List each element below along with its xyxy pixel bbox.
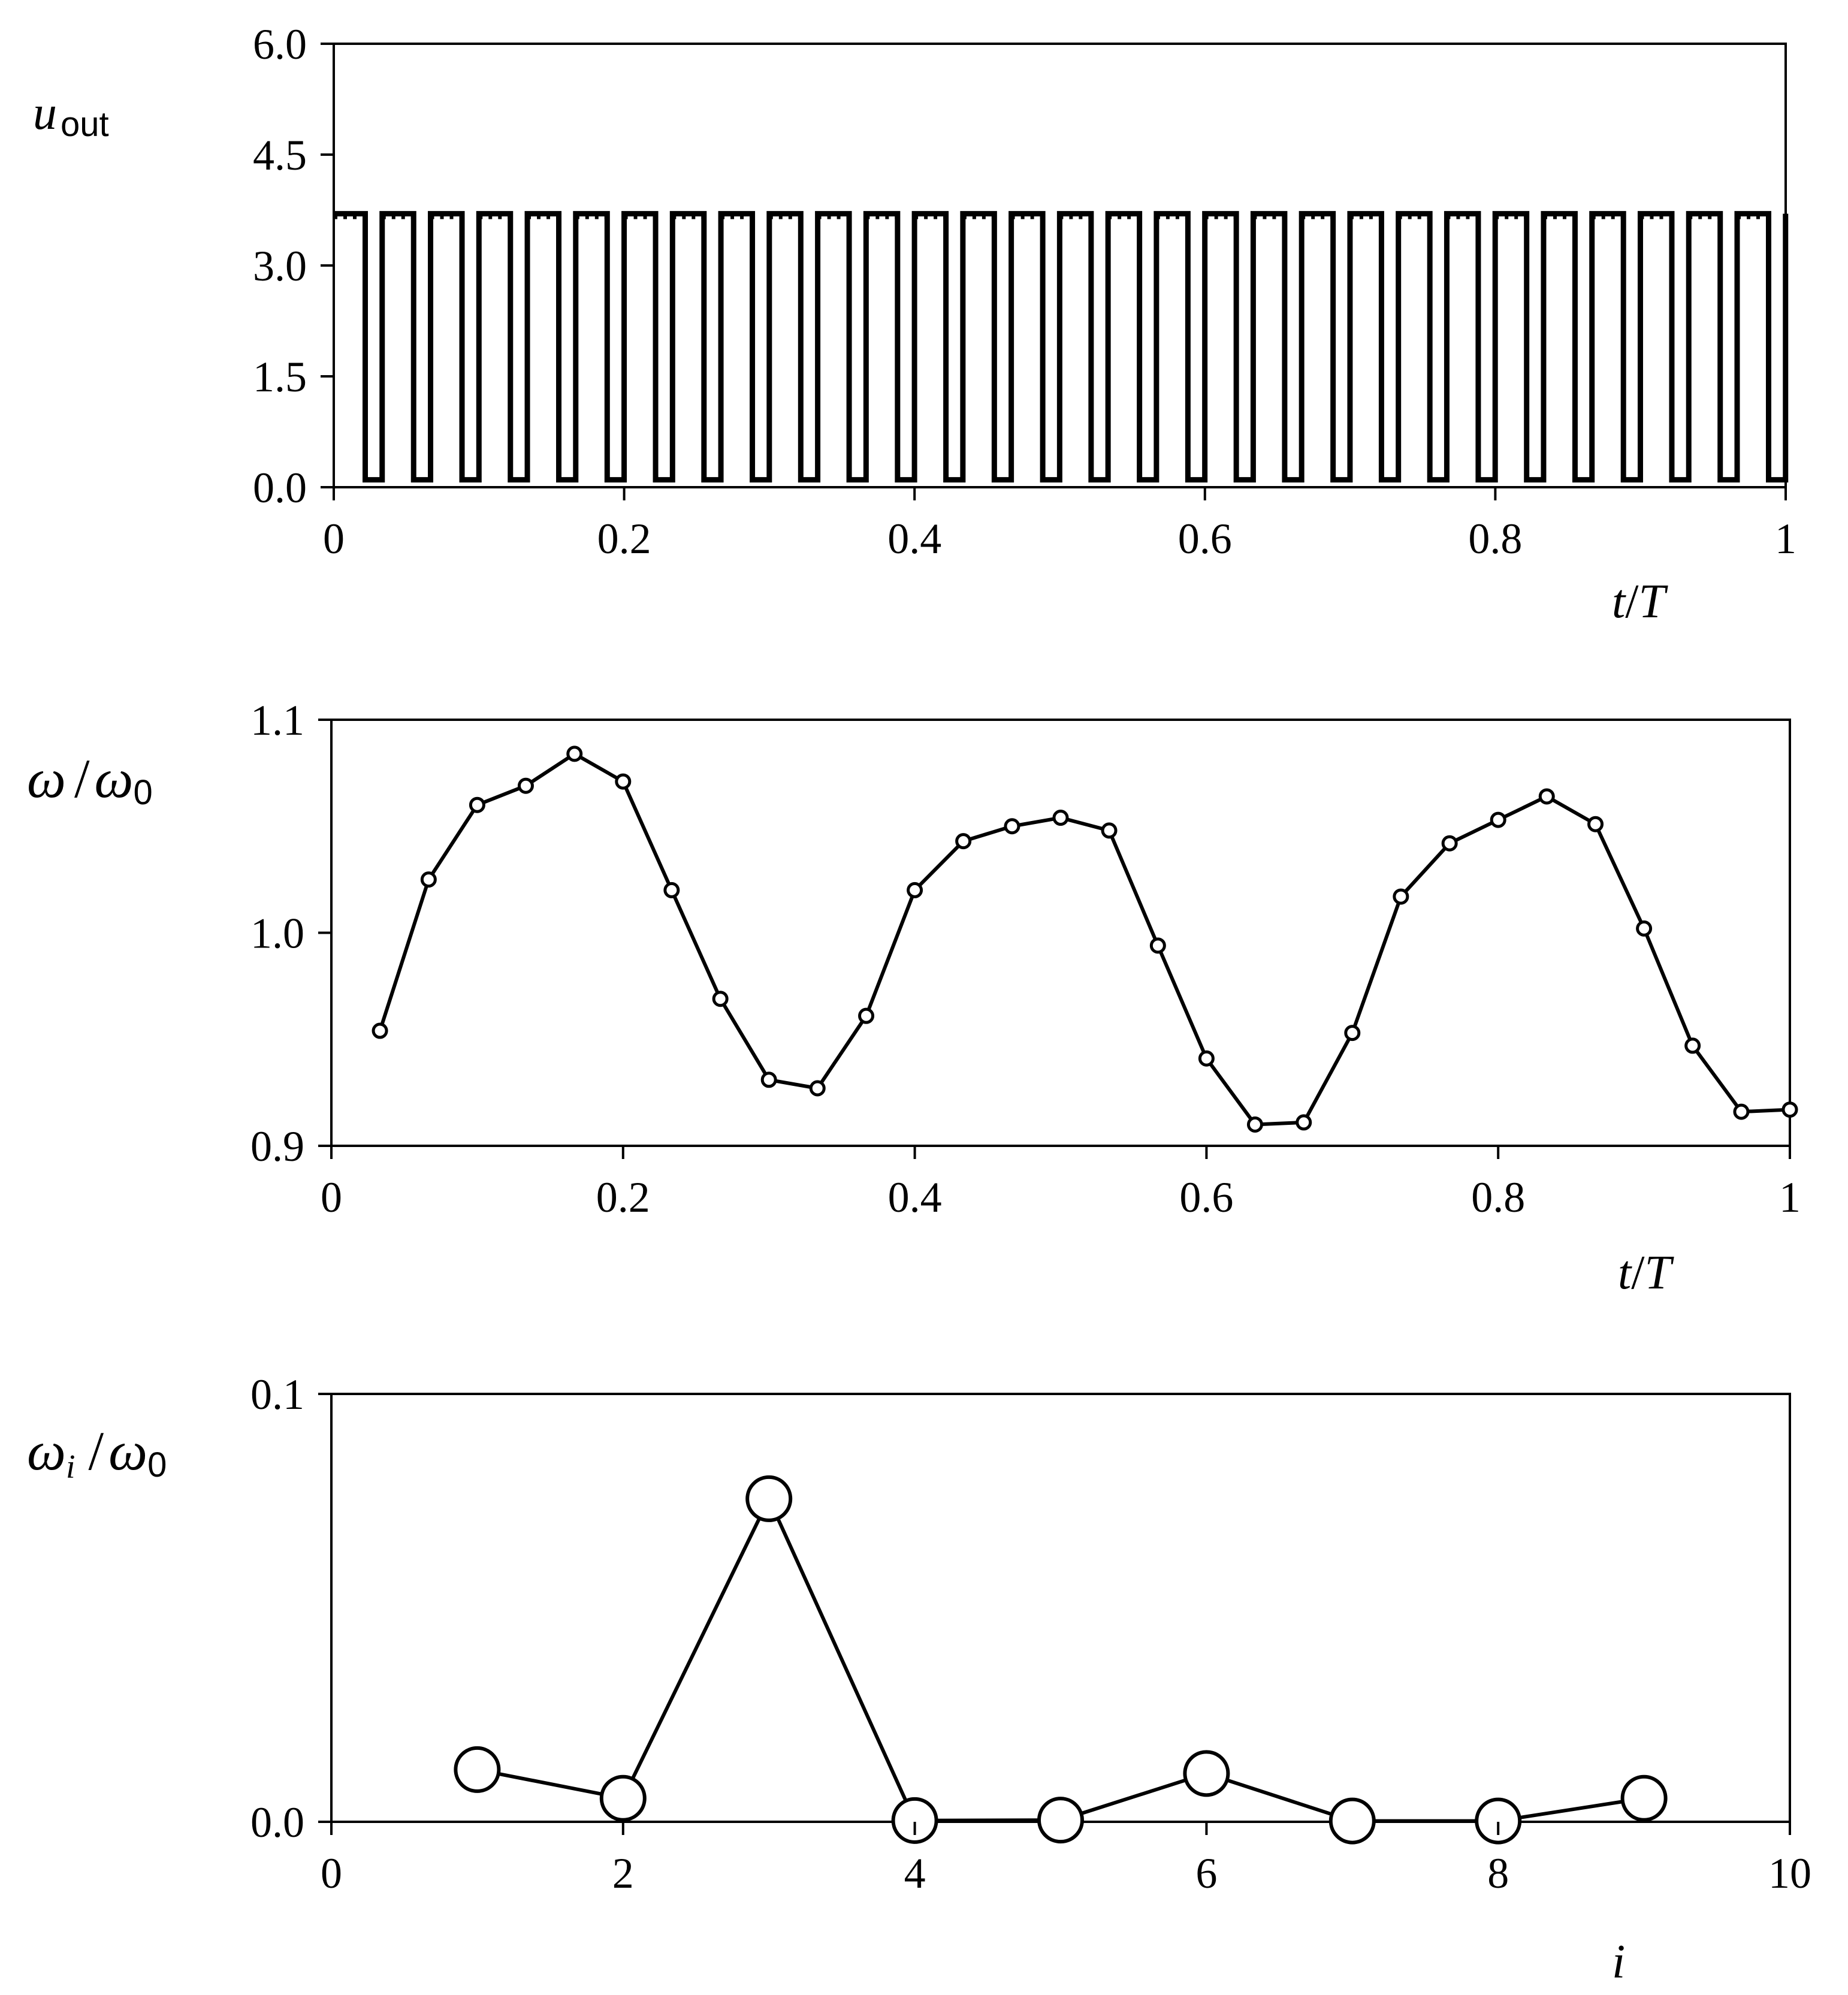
- series-line: [476, 1496, 1645, 1823]
- x-tick-label: 10: [1768, 1849, 1811, 1897]
- data-point: [745, 1475, 793, 1522]
- panel-harmonics: 0 2 4 6 8 10 0.0 0.1 ωi/ω0 i: [27, 1371, 1811, 1988]
- x-tick-label: 1: [1775, 515, 1796, 563]
- x-ticks-frequency: 0 0.2 0.4 0.6 0.8 1: [321, 1146, 1801, 1221]
- y-tick-label: 0.9: [250, 1122, 304, 1170]
- y-tick-label: 0.0: [253, 464, 307, 512]
- data-point: [615, 773, 632, 790]
- data-point: [517, 777, 534, 794]
- data-point: [420, 871, 437, 888]
- x-ticks-voltage: 0 0.2 0.4 0.6 0.8 1: [323, 487, 1796, 563]
- data-point: [1183, 1750, 1230, 1797]
- x-tick-label: 0.6: [1179, 1173, 1233, 1221]
- data-point: [1296, 1114, 1312, 1131]
- data-point: [372, 1022, 388, 1039]
- y-axis-label-frequency: ω/ω0: [27, 748, 153, 812]
- x-tick-label: 1: [1779, 1173, 1801, 1221]
- data-point: [1684, 1037, 1701, 1054]
- y-ticks-voltage: 0.0 1.5 3.0 4.5 6.0: [253, 20, 334, 512]
- x-axis-label-voltage: t/T: [1612, 575, 1668, 628]
- series-harmonics: [454, 1475, 1668, 1845]
- x-tick-label: 0.8: [1468, 515, 1522, 563]
- data-point: [1004, 818, 1020, 835]
- y-ticks-frequency: 0.9 1.0 1.1: [250, 696, 331, 1170]
- x-tick-label: 0.6: [1178, 515, 1232, 563]
- y-axis-label-voltage: u out: [33, 87, 109, 144]
- data-point: [858, 1007, 875, 1024]
- data-point: [712, 991, 729, 1007]
- data-point: [1328, 1797, 1376, 1845]
- x-tick-label: 4: [904, 1849, 926, 1897]
- data-point: [907, 882, 923, 898]
- data-point: [1052, 810, 1069, 826]
- y-tick-label: 6.0: [253, 20, 307, 68]
- y-tick-label: 1.1: [250, 696, 304, 744]
- x-tick-label: 6: [1195, 1849, 1217, 1897]
- data-point: [955, 833, 972, 850]
- data-point: [1636, 920, 1653, 937]
- data-point: [566, 746, 583, 762]
- panel-voltage: 0 0.2 0.4 0.6 0.8 1 0.0 1.5 3.0 4.5 6.0 u out t/T: [33, 20, 1796, 628]
- data-point: [1246, 1116, 1263, 1133]
- x-axis-label-frequency: t/T: [1618, 1247, 1674, 1299]
- x-tick-label: 0.4: [888, 1173, 942, 1221]
- data-point: [599, 1774, 647, 1822]
- data-point: [1733, 1103, 1750, 1120]
- data-point: [1393, 888, 1409, 905]
- x-tick-label: 2: [612, 1849, 634, 1897]
- x-axis-label-harmonics: i: [1612, 1936, 1625, 1988]
- plot-frame-frequency: [330, 719, 1791, 1147]
- data-point: [809, 1080, 826, 1097]
- x-tick-label: 0.2: [596, 1173, 650, 1221]
- y-tick-label: 4.5: [253, 131, 307, 179]
- data-point: [1101, 822, 1118, 839]
- data-point: [1149, 937, 1166, 954]
- data-point: [1037, 1797, 1084, 1844]
- data-point: [1538, 788, 1555, 805]
- series-frequency: [372, 746, 1798, 1133]
- data-point: [1587, 816, 1604, 832]
- x-ticks-harmonics: 0 2 4 6 8 10: [321, 1822, 1811, 1897]
- y-tick-label: 0.0: [250, 1798, 304, 1846]
- data-point: [469, 796, 485, 813]
- data-point: [1344, 1025, 1361, 1042]
- data-point: [1198, 1050, 1215, 1067]
- y-tick-label: 3.0: [253, 242, 307, 290]
- y-tick-label: 0.1: [250, 1371, 304, 1418]
- pulse-train-line: [334, 211, 1789, 483]
- x-tick-label: 0: [321, 1849, 342, 1897]
- plot-frame-harmonics: [330, 1393, 1791, 1823]
- data-point: [1441, 835, 1458, 852]
- data-point: [1620, 1774, 1668, 1822]
- data-point: [891, 1797, 938, 1844]
- x-tick-label: 0.2: [597, 515, 651, 563]
- series-pulse-train: [334, 211, 1789, 483]
- panel-frequency: 0 0.2 0.4 0.6 0.8 1 0.9 1.0 1.1 ω/ω0 t/T: [27, 696, 1801, 1299]
- x-tick-label: 0: [321, 1173, 342, 1221]
- y-tick-label: 1.5: [253, 353, 307, 401]
- y-axis-label-harmonics: ωi/ω0: [27, 1420, 167, 1486]
- y-ticks-harmonics: 0.0 0.1: [250, 1371, 331, 1846]
- data-point: [1781, 1101, 1798, 1118]
- x-tick-label: 0.4: [887, 515, 941, 563]
- series-line: [378, 751, 1790, 1127]
- x-tick-label: 0.8: [1471, 1173, 1525, 1221]
- data-point: [454, 1746, 501, 1793]
- x-tick-label: 0: [323, 515, 345, 563]
- data-point: [1475, 1797, 1522, 1845]
- data-point: [760, 1072, 777, 1088]
- x-tick-label: 8: [1487, 1849, 1509, 1897]
- y-tick-label: 1.0: [250, 910, 304, 958]
- data-point: [1490, 811, 1506, 828]
- data-point: [663, 882, 680, 898]
